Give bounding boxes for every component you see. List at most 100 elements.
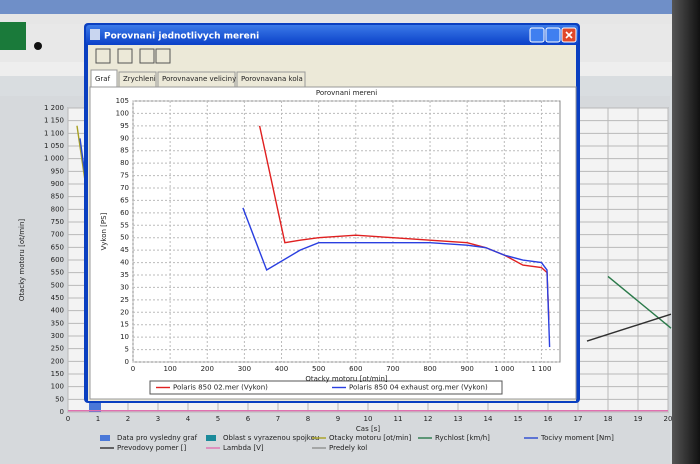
- export-button[interactable]: [155, 48, 171, 64]
- y-tick-label: 900: [51, 180, 64, 188]
- plot-area: [132, 100, 561, 363]
- legend-label: Polaris 850 02.mer (Vykon): [173, 384, 268, 392]
- x-tick-label: 11: [394, 415, 403, 423]
- legend-label: Rychlost [km/h]: [435, 434, 490, 442]
- x-tick-label: 4: [186, 415, 191, 423]
- x-tick-label: 10: [364, 415, 373, 423]
- x-tick-label: 1: [96, 415, 100, 423]
- print-button[interactable]: [95, 48, 111, 64]
- y-tick-label: 200: [51, 357, 64, 365]
- app-title-bar: [0, 0, 700, 14]
- x-tick-label: 100: [163, 365, 176, 373]
- y-tick-label: 55: [120, 221, 129, 229]
- x-tick-label: 1 000: [494, 365, 514, 373]
- y-tick-label: 300: [51, 332, 64, 340]
- legend-label: Polaris 850 04 exhaust org.mer (Vykon): [349, 384, 488, 392]
- y-tick-label: 20: [120, 308, 129, 316]
- maximize-button[interactable]: [545, 27, 561, 43]
- copy-button[interactable]: [139, 48, 155, 64]
- record-button[interactable]: [34, 42, 42, 50]
- y-axis-title: Vykon [PS]: [100, 212, 108, 250]
- menu-bar: [0, 14, 700, 24]
- y-tick-label: 400: [51, 307, 64, 315]
- legend-box: [149, 380, 503, 395]
- x-tick-label: 0: [131, 365, 135, 373]
- y-tick-label: 350: [51, 319, 64, 327]
- x-tick-label: 400: [275, 365, 288, 373]
- x-axis-title: Cas [s]: [356, 425, 380, 433]
- legend-label: Lambda [V]: [223, 444, 264, 452]
- x-tick-label: 500: [312, 365, 325, 373]
- x-tick-label: 0: [66, 415, 70, 423]
- dialog-title: Porovnani jednotlivych mereni: [104, 32, 259, 42]
- x-tick-label: 6: [246, 415, 251, 423]
- x-tick-label: 12: [424, 415, 433, 423]
- legend-label: Tocivy moment [Nm]: [540, 434, 614, 442]
- x-tick-label: 14: [484, 415, 493, 423]
- x-tick-label: 18: [604, 415, 613, 423]
- series-line: [242, 207, 551, 348]
- dialog-icon: [90, 29, 100, 40]
- start-button[interactable]: [0, 22, 26, 50]
- x-tick-label: 17: [574, 415, 583, 423]
- series-line: [607, 275, 672, 329]
- y-tick-label: 0: [60, 408, 64, 416]
- y-tick-label: 30: [120, 283, 129, 291]
- y-tick-label: 1 150: [44, 117, 64, 125]
- y-tick-label: 850: [51, 193, 64, 201]
- y-tick-label: 700: [51, 231, 64, 239]
- save-button[interactable]: [117, 48, 133, 64]
- tab-label: Porovnavane veliciny: [162, 75, 236, 83]
- y-tick-label: 95: [120, 122, 129, 130]
- y-tick-label: 1 100: [44, 129, 64, 137]
- chart-title: Porovnani mereni: [316, 89, 377, 97]
- x-axis-title: Otacky motoru [ot/min]: [305, 375, 388, 383]
- y-tick-label: 50: [120, 234, 129, 242]
- y-tick-label: 100: [116, 109, 129, 117]
- close-icon: [565, 31, 573, 39]
- legend-swatch: [206, 435, 216, 441]
- y-tick-label: 70: [120, 184, 129, 192]
- y-tick-label: 10: [120, 333, 129, 341]
- y-tick-label: 65: [120, 196, 129, 204]
- x-tick-label: 9: [336, 415, 340, 423]
- y-tick-label: 550: [51, 269, 64, 277]
- comparison-chart: 0 5 10 15 20 25 30 35 40 45 50 55 60 65 70 75 80 85 90 95 10…: [100, 89, 561, 395]
- dialog: Porovnani jednotlivych mereni Graf Zrychl…: [84, 23, 580, 403]
- y-tick-label: 5: [125, 346, 129, 354]
- y-tick-label: 1 200: [44, 104, 64, 112]
- y-tick-label: 450: [51, 294, 64, 302]
- y-tick-label: 15: [120, 321, 129, 329]
- y-tick-label: 105: [116, 97, 129, 105]
- x-tick-label: 20: [664, 415, 673, 423]
- y-tick-label: 85: [120, 147, 129, 155]
- minimize-button[interactable]: [529, 27, 545, 43]
- y-tick-label: 600: [51, 256, 64, 264]
- y-tick-label: 250: [51, 345, 64, 353]
- y-axis-title: Otacky motoru [ot/min]: [18, 219, 26, 302]
- y-tick-label: 75: [120, 172, 129, 180]
- tab-strip: Graf Zrychleni Porovnavane veliciny Porovna…: [90, 69, 306, 88]
- y-tick-label: 50: [55, 395, 64, 403]
- y-tick-label: 150: [51, 370, 64, 378]
- y-tick-label: 45: [120, 246, 129, 254]
- y-tick-label: 80: [120, 159, 129, 167]
- legend-swatch: [100, 435, 110, 441]
- tab-label: Zrychleni: [123, 75, 156, 83]
- y-tick-label: 25: [120, 296, 129, 304]
- x-tick-label: 15: [514, 415, 523, 423]
- x-tick-label: 900: [460, 365, 473, 373]
- dialog-toolbar: [95, 48, 171, 64]
- y-tick-label: 1 000: [44, 155, 64, 163]
- x-tick-label: 7: [276, 415, 280, 423]
- series-line: [258, 125, 550, 320]
- legend-label: Prevodovy pomer []: [117, 444, 186, 452]
- x-tick-label: 8: [306, 415, 310, 423]
- y-tick-label: 950: [51, 167, 64, 175]
- y-tick-label: 1 050: [44, 142, 64, 150]
- x-tick-label: 600: [349, 365, 362, 373]
- x-tick-label: 1 100: [531, 365, 551, 373]
- y-tick-label: 800: [51, 205, 64, 213]
